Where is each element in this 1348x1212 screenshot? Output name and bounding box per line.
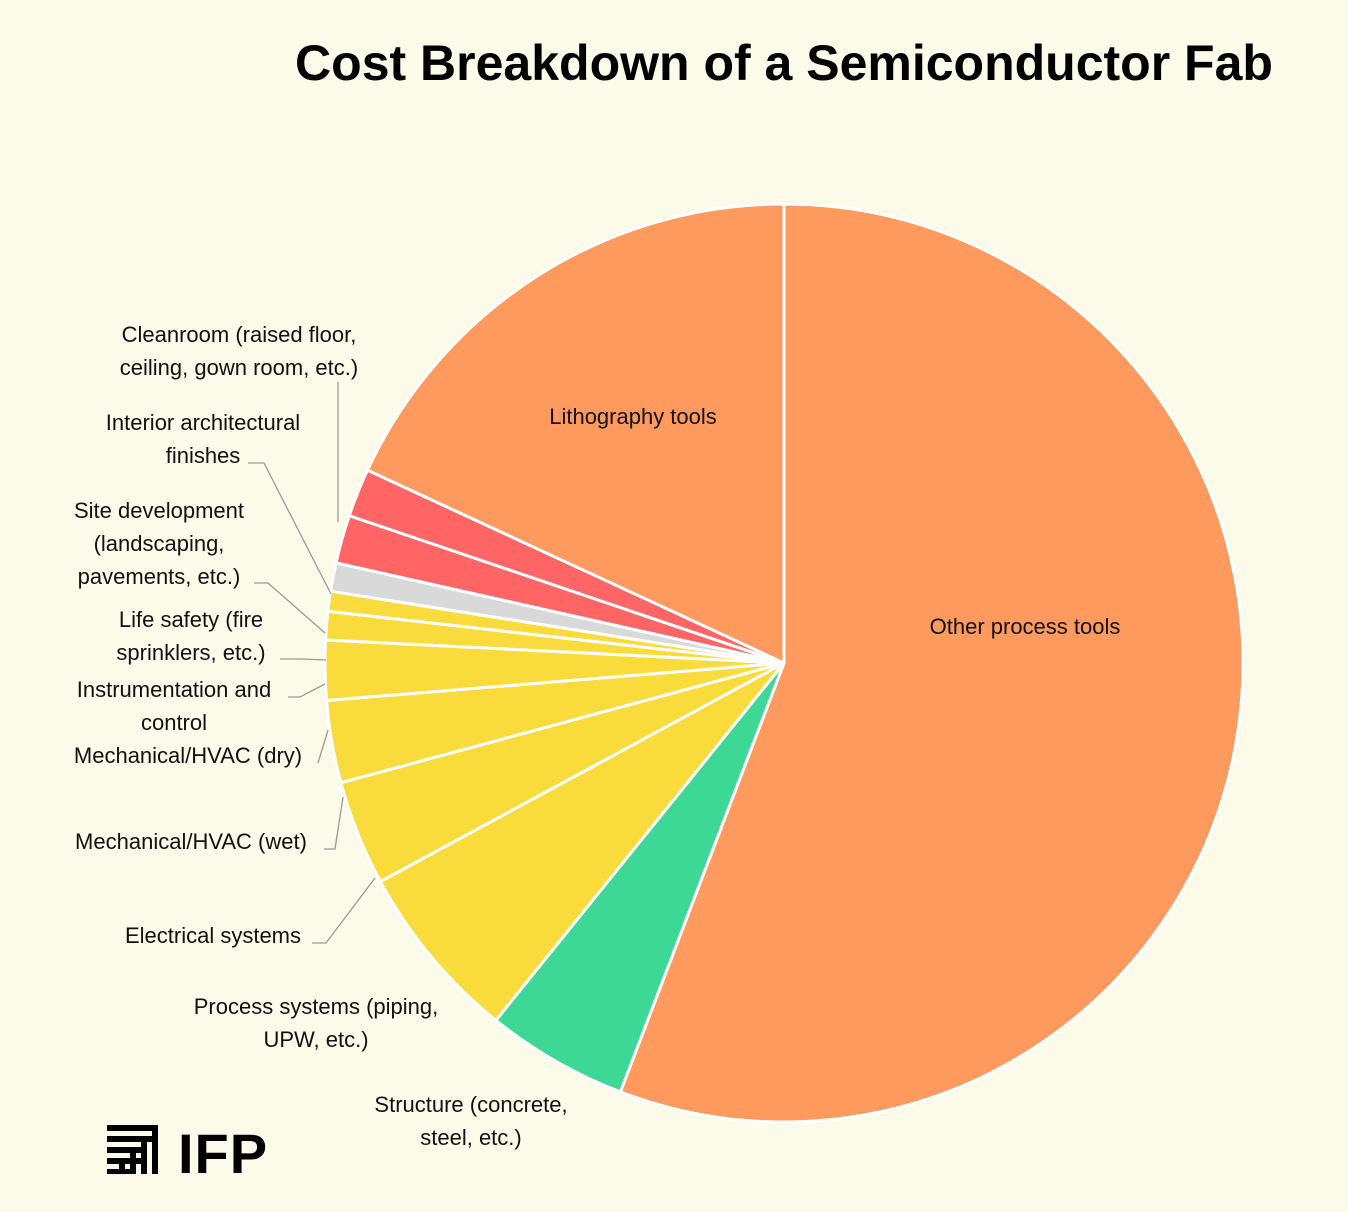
slice-label: Instrumentation and control — [77, 677, 271, 735]
leader-line — [324, 796, 344, 850]
ifp-logo-text: IFP — [178, 1122, 268, 1185]
leader-line — [317, 729, 329, 764]
leader-line — [254, 582, 326, 634]
leader-line — [248, 462, 332, 595]
ifp-stacked-bars-icon — [107, 1125, 158, 1174]
ifp-logo: IFP — [107, 1122, 268, 1185]
pie-slice — [365, 202, 786, 665]
slice-label: Mechanical/HVAC (wet) — [75, 829, 307, 854]
pie-slice — [494, 661, 786, 1094]
pie-slices — [323, 202, 1245, 1124]
slice-label: Life safety (fire sprinklers, etc.) — [116, 607, 265, 665]
pie-slice — [618, 202, 1245, 1124]
slice-label: Cleanroom (raised floor, ceiling, gown ro… — [120, 322, 358, 380]
chart-title: Cost Breakdown of a Semiconductor Fab — [295, 35, 1273, 91]
slice-label: Electrical systems — [125, 923, 301, 948]
leader-line — [312, 877, 376, 944]
slice-labels: Other process tools Structure (concrete, s… — [74, 322, 1120, 1150]
slice-label: Interior architectural finishes — [106, 410, 300, 468]
leader-lines — [248, 382, 376, 944]
slice-label: Mechanical/HVAC (dry) — [74, 743, 302, 768]
slice-label: Lithography tools — [549, 404, 717, 429]
pie-slice — [378, 661, 786, 1022]
leader-line — [280, 658, 327, 661]
slice-label: Other process tools — [930, 614, 1121, 639]
slice-label: Process systems (piping, UPW, etc.) — [194, 994, 439, 1052]
slice-label: Structure (concrete, steel, etc.) — [374, 1092, 567, 1150]
slice-label: Site development (landscaping, pavements, … — [74, 498, 244, 589]
leader-line — [288, 683, 326, 698]
